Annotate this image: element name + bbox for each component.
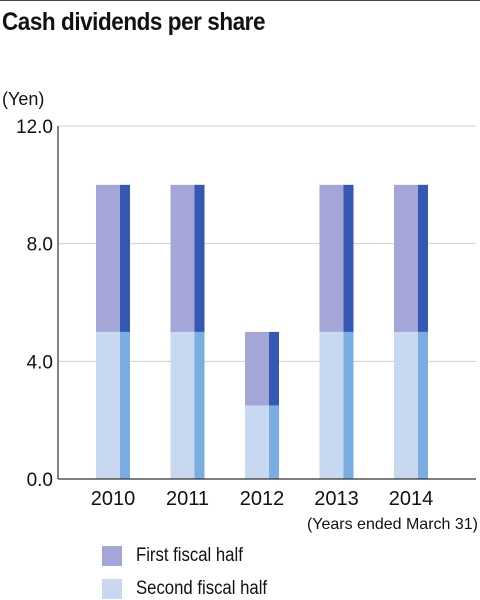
legend-label-second-half: Second fiscal half [136,578,268,599]
bar-second-half-2011 [170,331,195,479]
y-tick-label: 0.0 [27,470,53,491]
bar-second-half-edge-2011 [194,331,205,479]
y-unit-label: (Yen) [2,89,44,109]
bar-second-half-2012 [245,405,269,479]
bar-first-half-2014 [394,184,418,332]
x-tick-label: 2010 [91,488,136,510]
bar-first-half-edge-2013 [343,184,354,332]
y-tick-label: 4.0 [27,352,53,373]
x-tick-label: 2014 [389,488,434,510]
bar-second-half-edge-2013 [343,331,354,479]
axis-labels: 0.0 4.0 8.0 12.0 (Yen) 2010 2011 2012 2013 2014 (Y… [2,89,478,533]
legend-label-first-half: First fiscal half [136,545,243,566]
legend-item-first-half: First fiscal half [102,545,257,567]
legend-item-second-half: Second fiscal half [102,578,285,600]
x-tick-label: 2011 [166,488,209,510]
bar-first-half-2013 [319,184,344,332]
bar-first-half-2012 [245,331,269,406]
bar-first-half-2011 [170,184,195,332]
bar-second-half-2014 [394,331,418,479]
x-axis-footnote: (Years ended March 31) [307,516,478,533]
bar-second-half-edge-2010 [120,331,130,479]
x-tick-label: 2013 [314,488,359,510]
bar-first-half-edge-2014 [418,184,428,332]
y-tick-label: 8.0 [27,235,53,256]
axes [57,126,476,480]
bar-first-half-edge-2012 [269,331,279,406]
bar-second-half-edge-2012 [269,405,279,479]
y-tick-label: 12.0 [16,117,53,138]
bar-first-half-2010 [96,184,120,332]
bar-second-half-edge-2014 [418,331,428,479]
legend-swatch-first-half [102,546,122,566]
chart-title: Cash dividends per share [2,8,266,36]
bar-first-half-edge-2011 [194,184,205,332]
bars [96,184,428,479]
legend-swatch-second-half [102,579,122,599]
top-rule [0,0,480,1]
bar-second-half-2013 [319,331,344,479]
bar-second-half-2010 [96,331,120,479]
x-tick-label: 2012 [240,488,285,510]
bar-first-half-edge-2010 [120,184,130,332]
